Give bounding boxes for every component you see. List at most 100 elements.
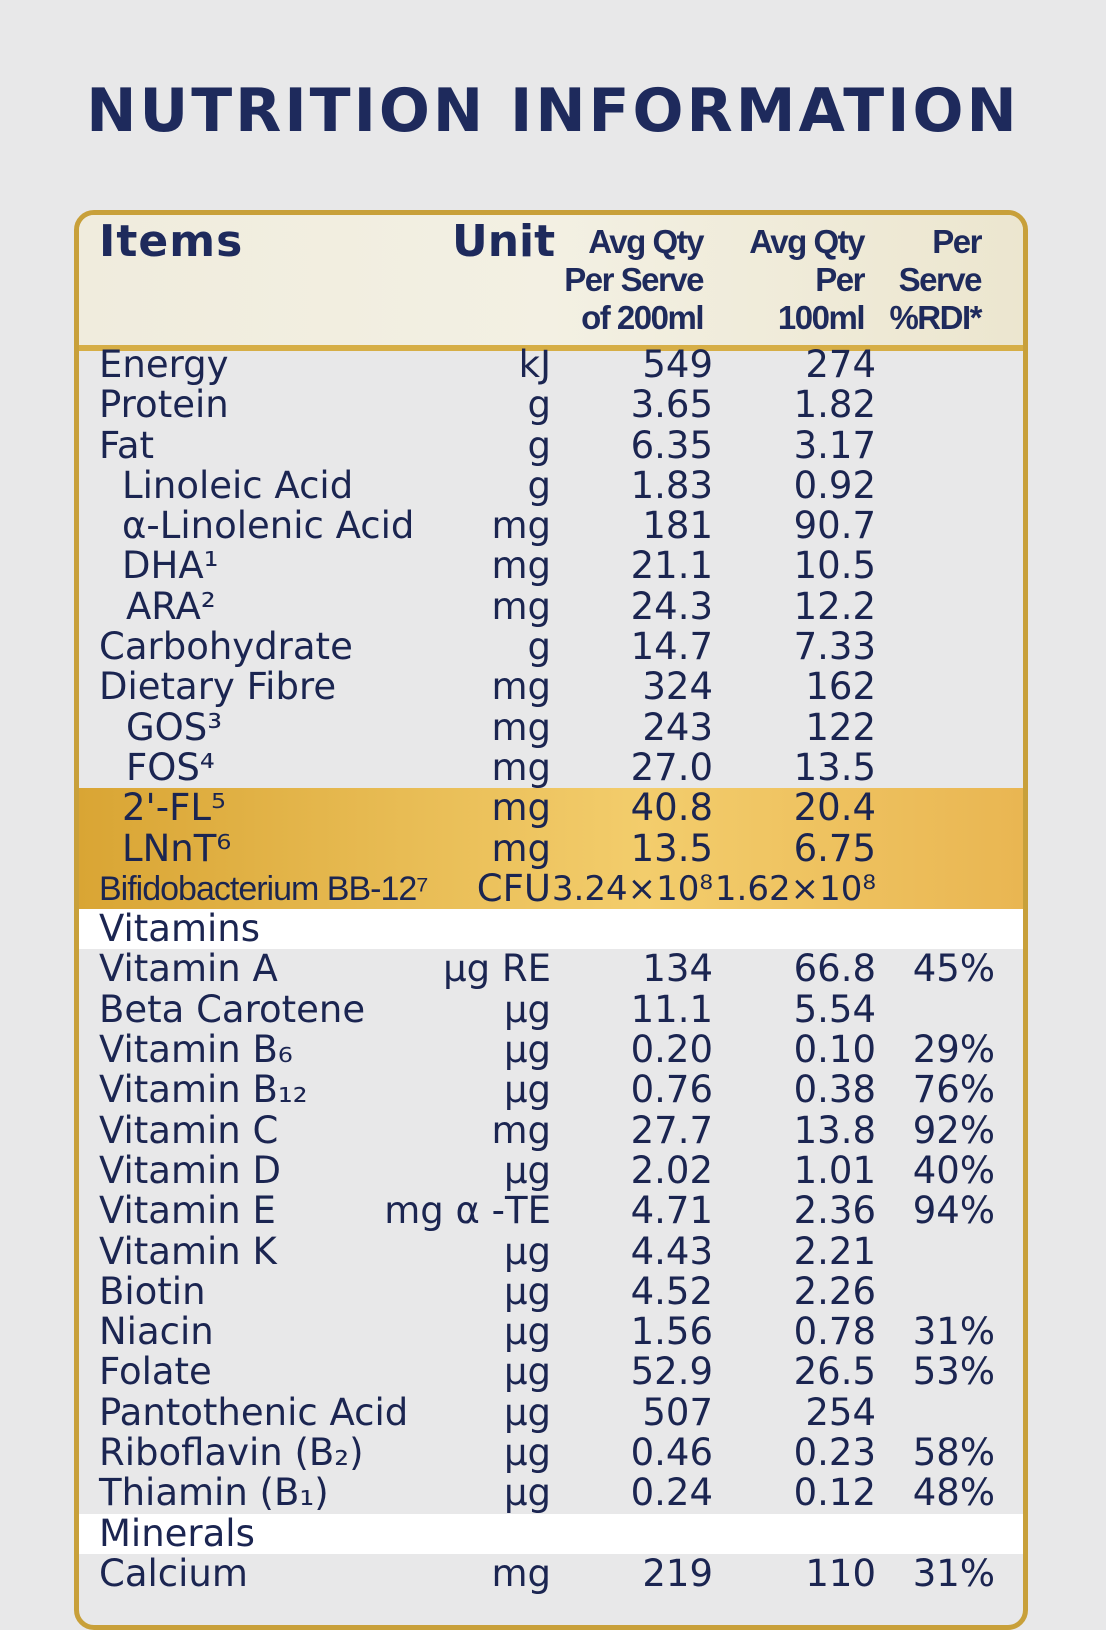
nutrient-name: LNnT⁶	[122, 826, 232, 870]
per-100ml-value: 5.54	[793, 987, 876, 1031]
nutrient-unit: μg	[503, 1068, 551, 1112]
table-row: LNnT⁶ mg 13.5 6.75	[79, 826, 1023, 870]
per-100ml-value: 12.2	[793, 584, 876, 628]
table-row: Biotin μg 4.52 2.26	[79, 1269, 1023, 1313]
nutrient-unit: μg	[503, 1028, 551, 1072]
nutrient-unit: mg	[491, 745, 551, 789]
nutrient-unit: mg	[491, 705, 551, 749]
table-row: Folate μg 52.9 26.5 53%	[79, 1352, 1023, 1392]
table-row: Bifidobacterium BB-12⁷ CFU 3.24×10⁸ 1.62×10…	[79, 866, 1023, 910]
header-per-100ml: Avg Qty Per 100ml	[749, 223, 865, 336]
per-serve-value: 1.83	[630, 463, 713, 507]
nutrient-name: Thiamin (B₁)	[99, 1471, 329, 1515]
table-row: ARA² mg 24.3 12.2	[79, 584, 1023, 628]
header-rdi: Per Serve %RDI*	[889, 223, 982, 336]
per-100ml-value: 13.8	[793, 1108, 876, 1152]
table-row: Niacin μg 1.56 0.78 31%	[79, 1312, 1023, 1352]
table-row: Calcium mg 219 110 31%	[79, 1551, 1023, 1595]
nutrient-name: Energy	[99, 343, 229, 386]
per-100ml-value: 2.36	[793, 1189, 876, 1233]
nutrient-name: Biotin	[99, 1269, 206, 1313]
per-serve-value: 0.24	[630, 1471, 713, 1515]
nutrient-unit: mg	[491, 1108, 551, 1152]
table-row: Energy kJ 549 274	[79, 345, 1023, 385]
per-serve-value: 1.56	[630, 1310, 713, 1354]
per-100ml-value: 122	[805, 705, 876, 749]
nutrient-unit: mg α -TE	[384, 1189, 551, 1233]
table-row: Vitamin B₆ μg 0.20 0.10 29%	[79, 1030, 1023, 1070]
nutrient-name: GOS³	[126, 705, 223, 749]
nutrient-name: 2'-FL⁵	[122, 786, 226, 830]
header-items: Items	[99, 216, 244, 267]
per-100ml-value: 0.78	[793, 1310, 876, 1354]
nutrient-unit: mg	[491, 1551, 551, 1595]
nutrient-name: Dietary Fibre	[99, 665, 337, 709]
nutrient-name: DHA¹	[122, 544, 219, 588]
nutrient-name: Vitamin K	[99, 1229, 277, 1273]
table-row: Vitamin B₁₂ μg 0.76 0.38 76%	[79, 1070, 1023, 1110]
nutrient-name: Riboflavin (B₂)	[99, 1431, 364, 1475]
nutrient-name: Bifidobacterium BB-12⁷	[99, 869, 429, 908]
nutrient-name: Folate	[99, 1350, 212, 1394]
rdi-value: 29%	[912, 1028, 995, 1072]
per-100ml-value: 0.10	[793, 1028, 876, 1072]
nutrient-unit: μg	[503, 1269, 551, 1313]
nutrient-name: Niacin	[99, 1310, 214, 1354]
rdi-value: 58%	[912, 1431, 995, 1475]
per-serve-value: 24.3	[630, 584, 713, 628]
table-header: Items Unit Avg Qty Per Serve of 200ml Av…	[79, 215, 1023, 351]
per-serve-value: 134	[642, 947, 713, 991]
per-100ml-value: 90.7	[793, 504, 876, 548]
per-100ml-value: 13.5	[793, 745, 876, 789]
header-unit: Unit	[452, 216, 556, 267]
per-serve-value: 21.1	[630, 544, 713, 588]
nutrient-unit: g	[527, 423, 552, 467]
per-100ml-value: 3.17	[793, 423, 876, 467]
nutrient-unit: mg	[491, 584, 551, 628]
per-100ml-value: 6.75	[793, 826, 876, 870]
per-serve-value: 11.1	[630, 987, 713, 1031]
rdi-value: 94%	[912, 1189, 995, 1233]
nutrient-name: α-Linolenic Acid	[122, 504, 415, 548]
nutrient-name: ARA²	[126, 584, 216, 628]
per-serve-value: 549	[642, 343, 713, 386]
nutrient-unit: g	[527, 383, 552, 427]
per-serve-value: 3.65	[630, 383, 713, 427]
nutrient-name: Vitamins	[99, 907, 261, 951]
per-serve-value: 6.35	[630, 423, 713, 467]
nutrient-unit: μg	[503, 1148, 551, 1192]
table-row: Vitamin A μg RE 134 66.8 45%	[79, 949, 1023, 989]
nutrient-unit: μg RE	[443, 947, 551, 991]
nutrient-name: Vitamin D	[99, 1148, 281, 1192]
table-row: Vitamin D μg 2.02 1.01 40%	[79, 1148, 1023, 1192]
per-100ml-value: 0.23	[793, 1431, 876, 1475]
table-row: Pantothenic Acid μg 507 254	[79, 1390, 1023, 1434]
nutrient-unit: CFU	[476, 866, 551, 910]
table-row: Dietary Fibre mg 324 162	[79, 667, 1023, 707]
nutrient-name: Carbohydrate	[99, 625, 353, 669]
nutrient-name: Vitamin B₆	[99, 1028, 293, 1072]
per-100ml-value: 0.92	[793, 463, 876, 507]
header-per-serve: Avg Qty Per Serve of 200ml	[564, 223, 704, 336]
rdi-value: 48%	[912, 1471, 995, 1515]
nutrient-name: Vitamin C	[99, 1108, 279, 1152]
per-100ml-value: 2.26	[793, 1269, 876, 1313]
page-title: NUTRITION INFORMATION	[86, 76, 1020, 146]
nutrient-unit: μg	[503, 1310, 551, 1354]
per-serve-value: 0.46	[630, 1431, 713, 1475]
table-row: Carbohydrate g 14.7 7.33	[79, 627, 1023, 667]
nutrient-name: Protein	[99, 383, 229, 427]
table-row: Vitamin E mg α -TE 4.71 2.36 94%	[79, 1191, 1023, 1231]
table-row: Protein g 3.65 1.82	[79, 385, 1023, 425]
per-serve-value: 4.43	[630, 1229, 713, 1273]
per-100ml-value: 1.01	[793, 1148, 876, 1192]
per-100ml-value: 162	[805, 665, 876, 709]
per-serve-value: 27.7	[630, 1108, 713, 1152]
per-100ml-value: 110	[805, 1551, 876, 1595]
per-100ml-value: 0.38	[793, 1068, 876, 1112]
rdi-value: 76%	[912, 1068, 995, 1112]
table-row: Riboflavin (B₂) μg 0.46 0.23 58%	[79, 1433, 1023, 1473]
nutrient-unit: g	[527, 463, 552, 507]
per-100ml-value: 66.8	[793, 947, 876, 991]
per-serve-value: 507	[642, 1390, 713, 1434]
